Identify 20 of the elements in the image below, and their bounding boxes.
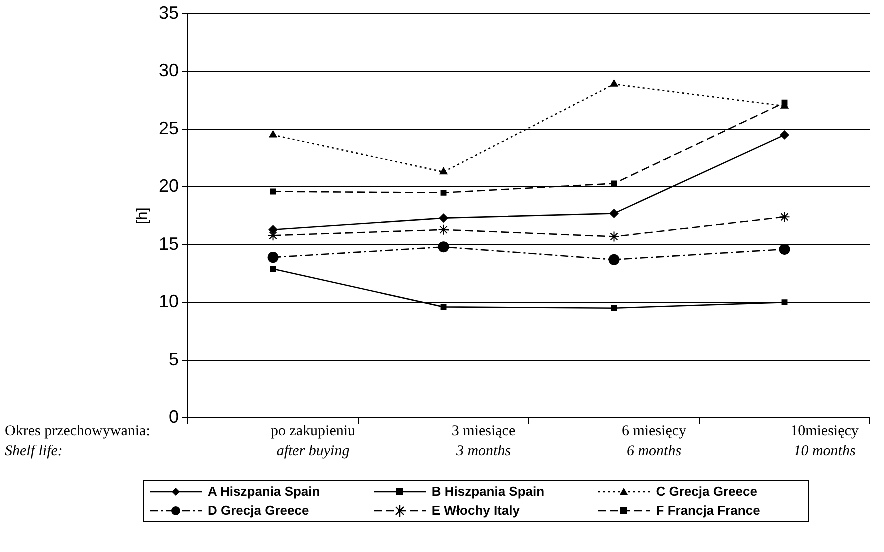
x-tick-label: 10miesięcy 10 months — [790, 423, 860, 460]
x-axis-title: Okres przechowywania: Shelf life: — [5, 423, 150, 460]
y-tick-label: 35 — [158, 2, 180, 23]
legend-label: F Francja France — [656, 503, 760, 518]
y-tick-label: 25 — [158, 118, 180, 138]
y-axis-title: [h] — [134, 208, 152, 224]
legend-label: D Grecja Greece — [208, 503, 310, 518]
legend-label: E Włochy Italy — [432, 503, 520, 518]
y-tick-label: 20 — [158, 176, 180, 196]
y-tick-label: 15 — [158, 234, 180, 254]
y-tick-label: 5 — [169, 349, 180, 370]
legend-label: A Hiszpania Spain — [208, 484, 320, 499]
x-tick-label: po zakupieniu after buying — [270, 423, 356, 460]
legend-label: C Grecja Greece — [656, 484, 758, 499]
legend-label: B Hiszpania Spain — [432, 484, 545, 499]
y-tick-label: 0 — [169, 406, 180, 427]
x-tick-label: 6 miesięcy 6 months — [622, 423, 688, 460]
x-tick-label: 3 miesiące 3 months — [452, 423, 516, 460]
y-tick-label: 30 — [158, 60, 180, 81]
y-tick-label: 10 — [158, 292, 180, 312]
